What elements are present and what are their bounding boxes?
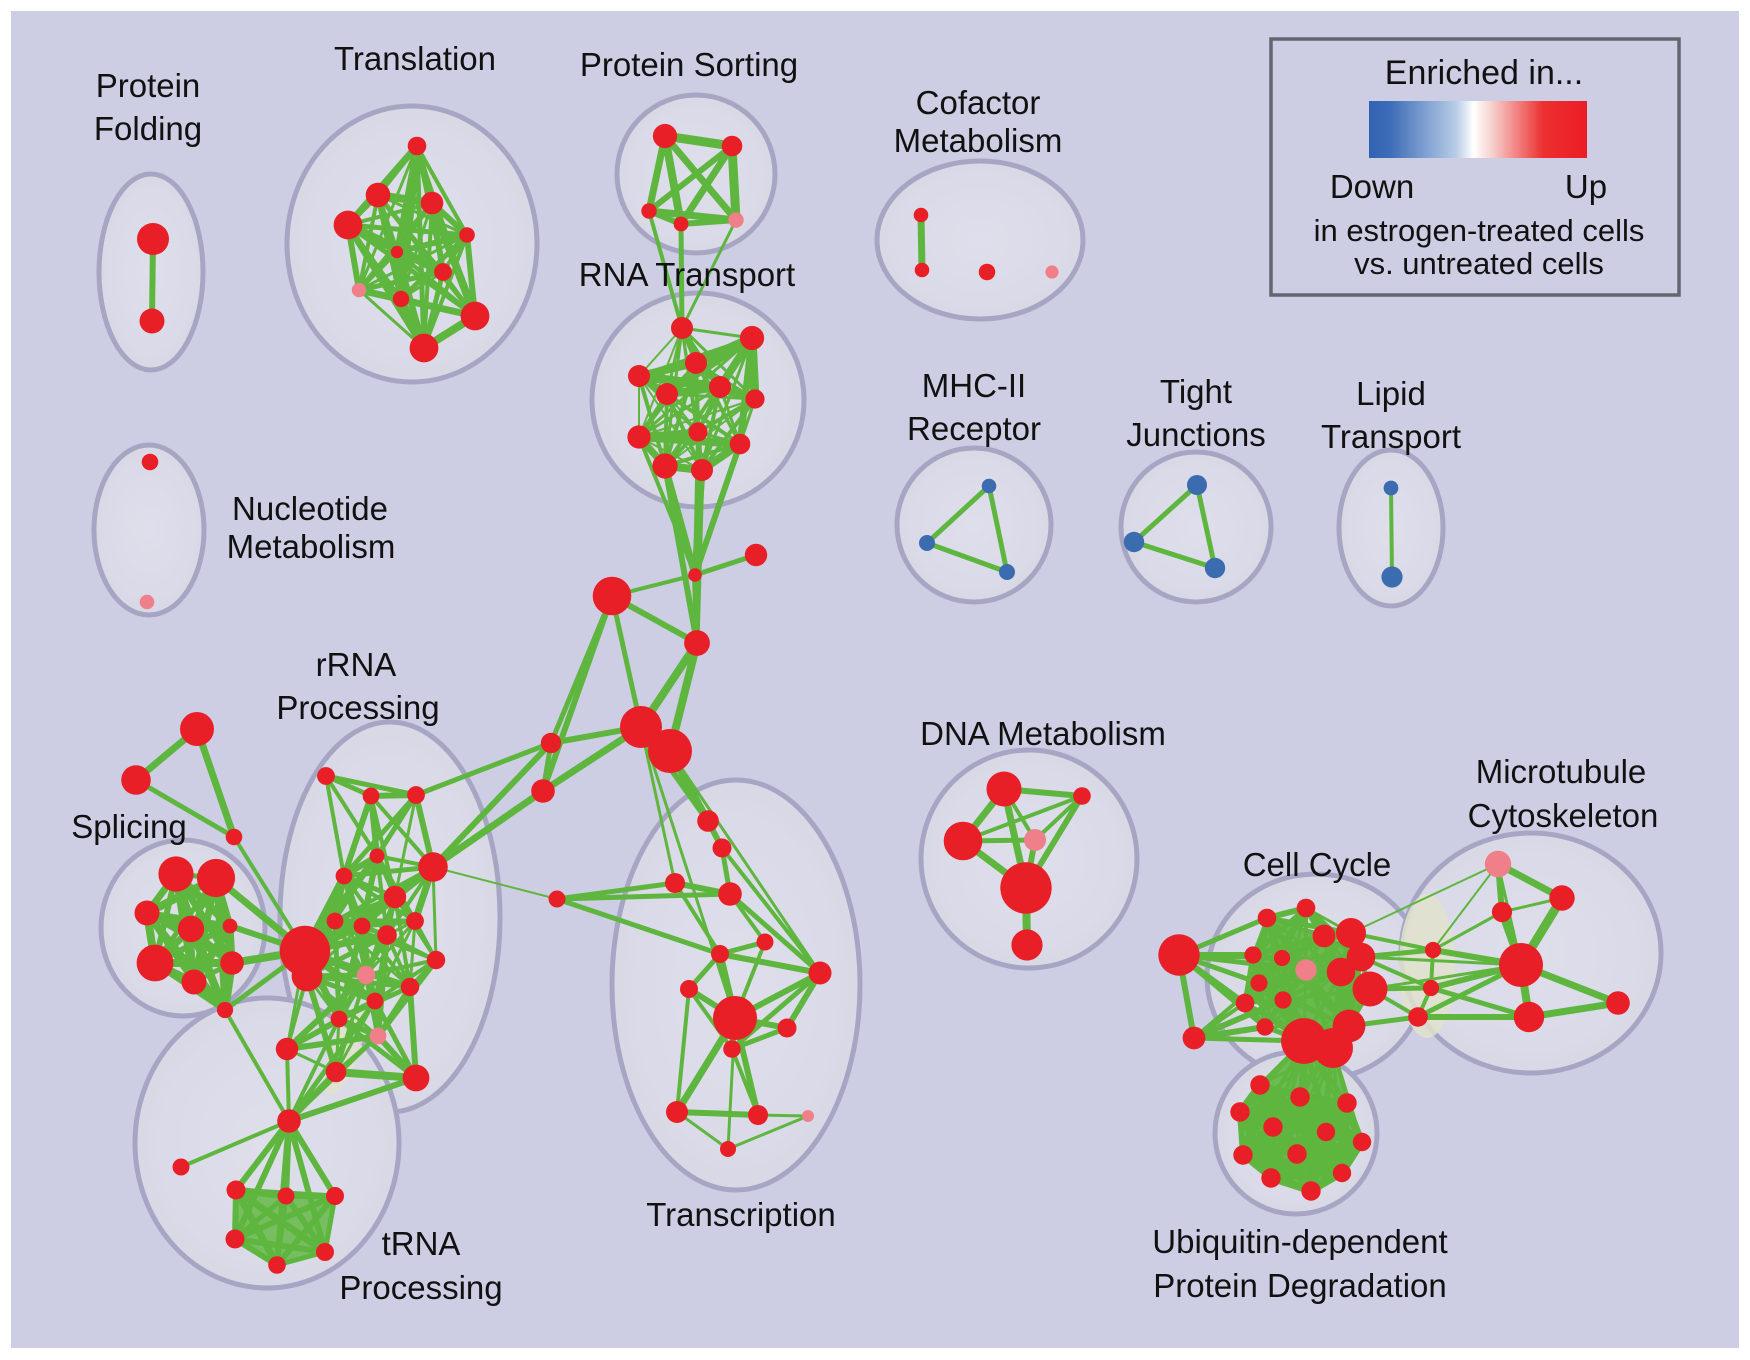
svg-text:Processing: Processing	[276, 689, 439, 726]
svg-text:Nucleotide: Nucleotide	[232, 490, 388, 527]
svg-text:Receptor: Receptor	[907, 410, 1041, 447]
svg-text:Tight: Tight	[1160, 373, 1232, 410]
svg-text:Protein Sorting: Protein Sorting	[580, 46, 798, 83]
svg-text:Folding: Folding	[94, 110, 202, 147]
svg-text:Lipid: Lipid	[1356, 375, 1426, 412]
svg-text:RNA Transport: RNA Transport	[579, 256, 795, 293]
svg-text:vs. untreated cells: vs. untreated cells	[1354, 246, 1604, 281]
svg-text:Translation: Translation	[334, 40, 496, 77]
svg-text:rRNA: rRNA	[316, 646, 397, 683]
svg-text:Splicing: Splicing	[71, 808, 187, 845]
svg-text:Ubiquitin-dependent: Ubiquitin-dependent	[1152, 1223, 1447, 1260]
svg-text:Protein: Protein	[96, 67, 201, 104]
svg-text:in estrogen-treated cells: in estrogen-treated cells	[1314, 213, 1645, 248]
svg-text:Junctions: Junctions	[1126, 416, 1265, 453]
svg-text:Cytoskeleton: Cytoskeleton	[1468, 797, 1659, 834]
svg-text:Processing: Processing	[339, 1269, 502, 1306]
svg-text:Protein Degradation: Protein Degradation	[1153, 1267, 1447, 1304]
svg-text:Metabolism: Metabolism	[894, 122, 1063, 159]
svg-text:Cofactor: Cofactor	[916, 84, 1041, 121]
svg-text:tRNA: tRNA	[382, 1225, 461, 1262]
svg-text:Cell Cycle: Cell Cycle	[1243, 846, 1392, 883]
svg-text:MHC-II: MHC-II	[922, 367, 1026, 404]
svg-text:Metabolism: Metabolism	[227, 528, 396, 565]
svg-text:Up: Up	[1565, 168, 1607, 205]
svg-text:Down: Down	[1330, 168, 1414, 205]
svg-text:Microtubule: Microtubule	[1476, 753, 1647, 790]
svg-text:Transport: Transport	[1321, 418, 1461, 455]
svg-text:Enriched in...: Enriched in...	[1385, 54, 1583, 92]
svg-text:Transcription: Transcription	[646, 1196, 836, 1233]
svg-text:DNA Metabolism: DNA Metabolism	[920, 715, 1166, 752]
